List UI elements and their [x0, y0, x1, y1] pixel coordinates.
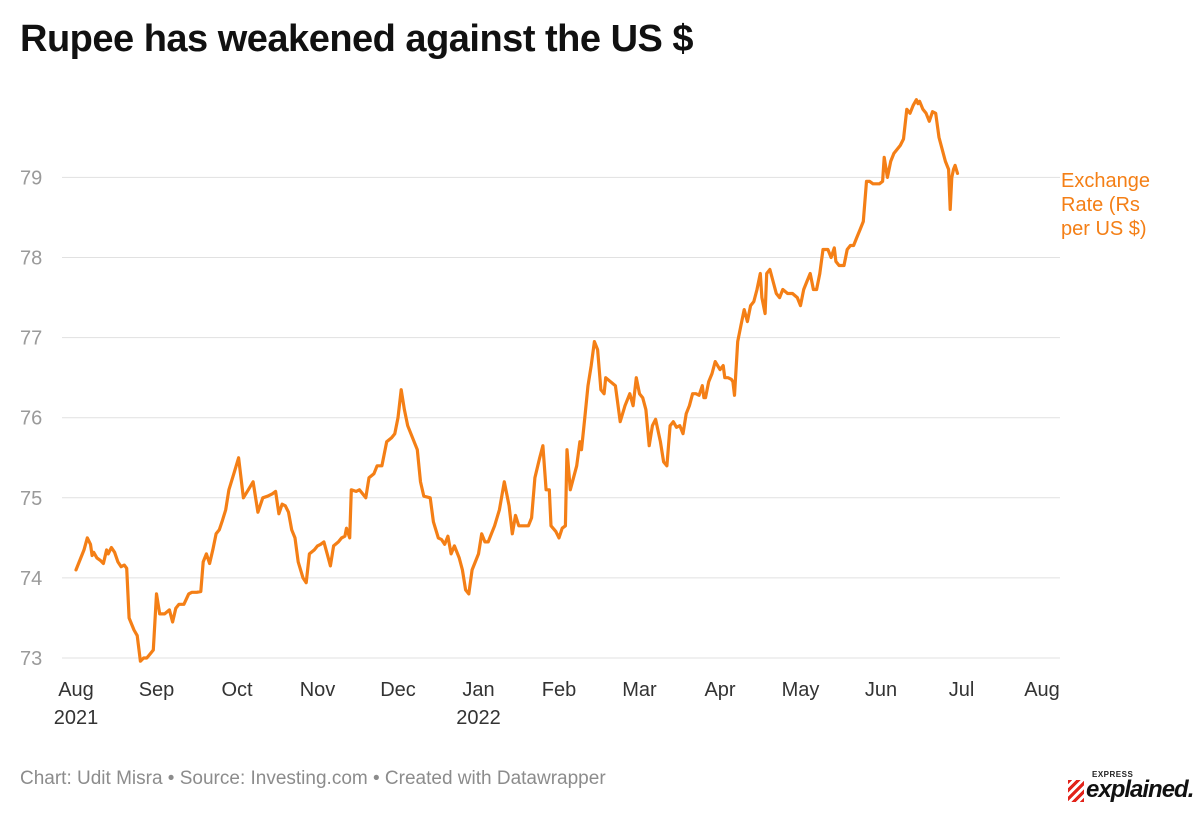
- y-tick-label: 79: [20, 167, 42, 189]
- express-explained-logo: EXPRESS explained.: [1068, 770, 1194, 804]
- y-tick-label: 73: [20, 648, 42, 670]
- x-tick-label: Jul: [949, 679, 975, 701]
- series-label-line: Rate (Rs: [1061, 194, 1140, 216]
- chart-title: Rupee has weakened against the US $: [20, 18, 694, 60]
- x-tick-label: Aug: [1024, 679, 1060, 701]
- series-label: Exchange Rate (Rs per US $): [1061, 170, 1150, 240]
- gridlines: [62, 176, 1060, 659]
- chart-footer: Chart: Udit Misra • Source: Investing.co…: [20, 768, 606, 789]
- y-tick-label: 78: [20, 248, 42, 270]
- logo-mark-icon: [1068, 780, 1084, 802]
- x-tick-label: Jan: [462, 679, 494, 701]
- x-tick-sublabel: 2022: [456, 707, 501, 729]
- x-tick-label: Sep: [139, 679, 175, 701]
- y-tick-label: 74: [20, 568, 42, 590]
- x-tick-label: Mar: [622, 679, 657, 701]
- y-tick-label: 77: [20, 328, 42, 350]
- x-tick-label: Apr: [704, 679, 735, 701]
- y-tick-label: 76: [20, 408, 42, 430]
- series-label-line: per US $): [1061, 218, 1147, 240]
- y-axis-ticks: 73 74 75 76 77 78 79: [20, 167, 42, 670]
- series-line-exchange-rate: [74, 98, 960, 663]
- x-tick-label: Feb: [542, 679, 576, 701]
- y-tick-label: 75: [20, 488, 42, 510]
- logo-small-text: EXPRESS: [1092, 770, 1134, 779]
- logo-main-text: explained.: [1086, 776, 1194, 803]
- x-tick-label: Dec: [380, 679, 416, 701]
- x-axis-ticks: Aug 2021 Sep Oct Nov Dec Jan 2022 Feb Mar Apr May Ju…: [54, 679, 1060, 729]
- x-tick-label: Aug: [58, 679, 94, 701]
- x-tick-label: Jun: [865, 679, 897, 701]
- series-label-line: Exchange: [1061, 170, 1150, 192]
- x-tick-label: Oct: [221, 679, 253, 701]
- x-tick-label: Nov: [300, 679, 336, 701]
- x-tick-sublabel: 2021: [54, 707, 99, 729]
- x-tick-label: May: [782, 679, 820, 701]
